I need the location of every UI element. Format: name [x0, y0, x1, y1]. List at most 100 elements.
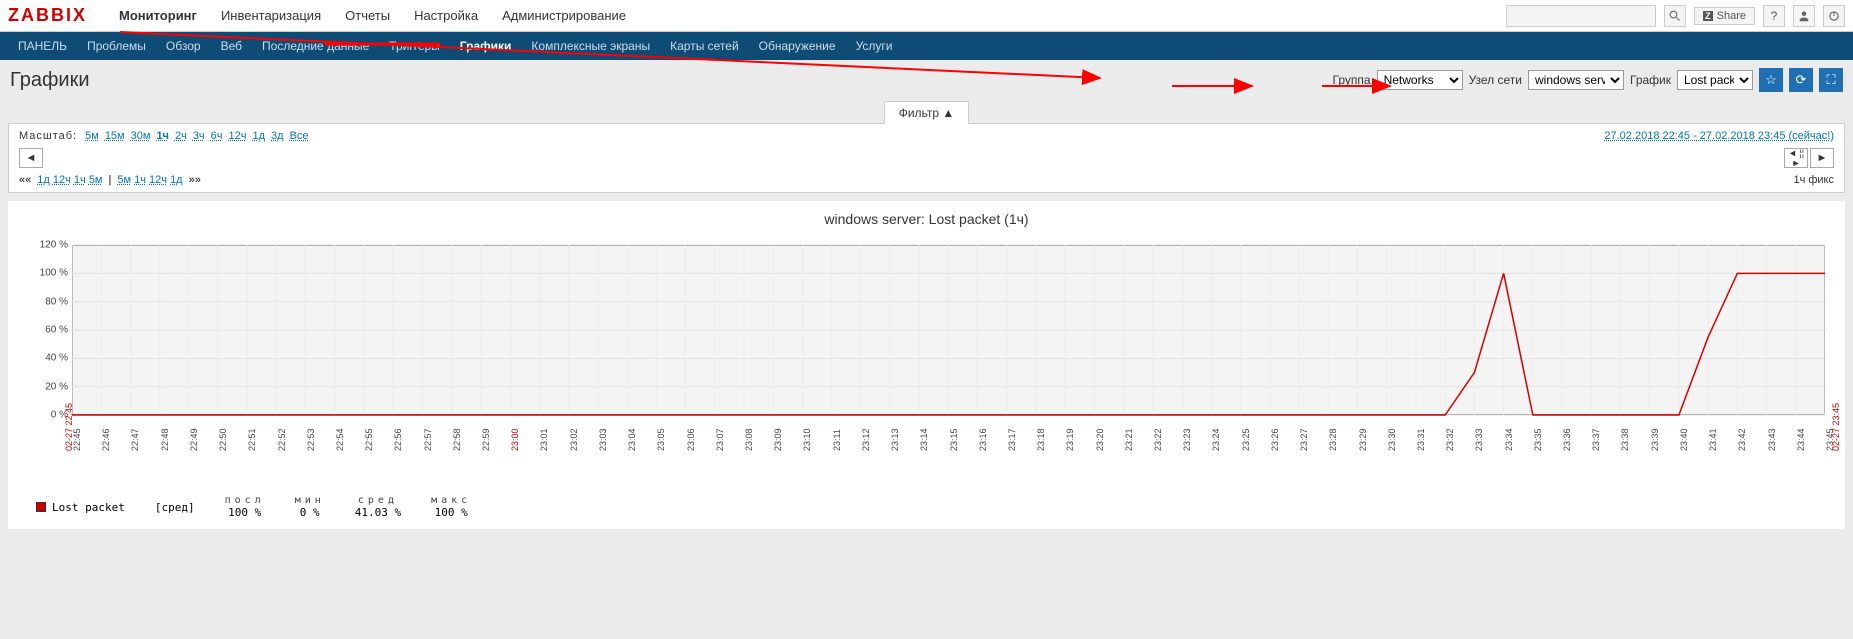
- x-tick-label: 23:39: [1650, 428, 1660, 451]
- scale-link[interactable]: 3д: [271, 130, 284, 142]
- share-button[interactable]: Z Share: [1694, 7, 1755, 25]
- subnav-item[interactable]: Обнаружение: [749, 33, 846, 59]
- scale-label: Масштаб:: [19, 130, 77, 142]
- help-icon[interactable]: ?: [1763, 5, 1785, 27]
- logout-icon[interactable]: [1823, 5, 1845, 27]
- x-tick-label: 23:09: [773, 428, 783, 451]
- x-tick-label: 23:08: [744, 428, 754, 451]
- subnav-item[interactable]: Веб: [211, 33, 252, 59]
- search-icon[interactable]: [1664, 5, 1686, 27]
- x-tick-label: 23:15: [949, 428, 959, 451]
- timeshift-link[interactable]: 1ч: [74, 174, 86, 186]
- favorite-button[interactable]: ☆: [1759, 68, 1783, 92]
- x-tick-label: 23:23: [1182, 428, 1192, 451]
- x-tick-label: 23:18: [1036, 428, 1046, 451]
- legend-col: посл100 %: [225, 495, 265, 519]
- topnav-item[interactable]: Администрирование: [490, 0, 638, 31]
- x-tick-label: 22:49: [189, 428, 199, 451]
- x-tick-label: 22:58: [452, 428, 462, 451]
- subnav-item[interactable]: Обзор: [156, 33, 211, 59]
- timeshift-link[interactable]: 5м: [117, 174, 131, 186]
- scale-link[interactable]: 30м: [131, 130, 151, 142]
- y-tick-label: 60 %: [28, 325, 68, 336]
- x-tick-label: 23:13: [890, 428, 900, 451]
- legend: Lost packet [сред] посл100 %мин0 %сред41…: [36, 495, 1831, 519]
- x-tick-label: 23:29: [1358, 428, 1368, 451]
- group-select[interactable]: Networks: [1377, 70, 1463, 90]
- timeshift-link[interactable]: 1ч: [134, 174, 146, 186]
- chart-title: windows server: Lost packet (1ч): [22, 211, 1831, 227]
- x-tick-label: 23:12: [861, 428, 871, 451]
- topnav-items: МониторингИнвентаризацияОтчетыНастройкаА…: [107, 0, 638, 31]
- time-shift-row: «« 1д 12ч 1ч 5м | 5м 1ч 12ч 1д »» 1ч фик…: [19, 174, 1834, 186]
- time-next-button[interactable]: ►: [1810, 148, 1834, 168]
- subnav-item[interactable]: Триггеры: [379, 33, 450, 59]
- chart-wrap: windows server: Lost packet (1ч) 0 %20 %…: [8, 201, 1845, 529]
- x-tick-label: 22:47: [130, 428, 140, 451]
- page-header: Графики Группа Networks Узел сети window…: [0, 60, 1853, 100]
- subnav-item[interactable]: Услуги: [846, 33, 903, 59]
- timeshift-link[interactable]: 1д: [37, 174, 50, 186]
- y-tick-label: 0 %: [28, 410, 68, 421]
- x-tick-label: 23:07: [715, 428, 725, 451]
- subnav-item[interactable]: Карты сетей: [660, 33, 749, 59]
- timeshift-link[interactable]: 1д: [170, 174, 183, 186]
- time-range[interactable]: 27.02.2018 22:45 - 27.02.2018 23:45 (сей…: [1604, 130, 1834, 142]
- scale-link[interactable]: 1ч: [156, 130, 169, 142]
- timeshift-link[interactable]: 5м: [89, 174, 103, 186]
- x-tick-label: 23:00: [510, 428, 520, 451]
- x-tick-label: 23:03: [598, 428, 608, 451]
- scale-link[interactable]: 15м: [105, 130, 125, 142]
- timeshift-link[interactable]: 12ч: [149, 174, 167, 186]
- x-tick-label: 23:36: [1562, 428, 1572, 451]
- logo[interactable]: ZABBIX: [8, 5, 87, 26]
- time-zoom-out-button[interactable]: ◄ ¦¦ ►: [1784, 148, 1808, 168]
- x-tick-label: 23:16: [978, 428, 988, 451]
- x-tick-label: 23:04: [627, 428, 637, 451]
- scale-link[interactable]: 2ч: [175, 130, 187, 142]
- x-tick-label: 23:10: [802, 428, 812, 451]
- x-tick-label: 23:37: [1591, 428, 1601, 451]
- x-tick-label: 23:35: [1533, 428, 1543, 451]
- sub-nav: ПАНЕЛЬПроблемыОбзорВебПоследние данныеТр…: [0, 32, 1853, 60]
- graph-select[interactable]: Lost packet: [1677, 70, 1753, 90]
- scale-link[interactable]: 5м: [85, 130, 99, 142]
- scale-link[interactable]: 6ч: [211, 130, 223, 142]
- user-icon[interactable]: [1793, 5, 1815, 27]
- subnav-item[interactable]: Проблемы: [77, 33, 156, 59]
- scale-link[interactable]: Все: [290, 130, 309, 142]
- page-title: Графики: [10, 69, 90, 92]
- topnav-item[interactable]: Отчеты: [333, 0, 402, 31]
- topnav-item[interactable]: Мониторинг: [107, 0, 209, 31]
- group-label: Группа: [1333, 73, 1371, 87]
- host-label: Узел сети: [1469, 73, 1522, 87]
- refresh-button[interactable]: ⟳: [1789, 68, 1813, 92]
- shift-left-sym: ««: [19, 174, 31, 186]
- x-tick-label: 23:25: [1241, 428, 1251, 451]
- x-tick-label: 23:34: [1504, 428, 1514, 451]
- x-tick-label: 23:22: [1153, 428, 1163, 451]
- legend-swatch: [36, 502, 46, 512]
- x-tick-label: 22:55: [364, 428, 374, 451]
- host-select[interactable]: windows server: [1528, 70, 1624, 90]
- plot-background: [72, 245, 1825, 415]
- scale-link[interactable]: 12ч: [229, 130, 247, 142]
- topnav-item[interactable]: Настройка: [402, 0, 490, 31]
- filter-toggle[interactable]: Фильтр ▲: [884, 101, 970, 124]
- time-prev-button[interactable]: ◄: [19, 148, 43, 168]
- x-tick-label: 23:11: [832, 429, 842, 451]
- timeshift-link[interactable]: 12ч: [53, 174, 71, 186]
- scale-link[interactable]: 1д: [253, 130, 266, 142]
- legend-series: Lost packet: [52, 501, 125, 514]
- x-tick-label: 23:14: [919, 428, 929, 451]
- subnav-item[interactable]: Комплексные экраны: [521, 33, 660, 59]
- subnav-item[interactable]: ПАНЕЛЬ: [8, 33, 77, 59]
- fullscreen-button[interactable]: ⛶: [1819, 68, 1843, 92]
- scale-link[interactable]: 3ч: [193, 130, 205, 142]
- x-axis-labels: 02-27 22:4522:4522:4622:4722:4822:4922:5…: [72, 435, 1825, 485]
- subnav-item[interactable]: Графики: [450, 33, 522, 59]
- x-tick-label: 23:38: [1620, 428, 1630, 451]
- search-input[interactable]: [1506, 5, 1656, 27]
- subnav-item[interactable]: Последние данные: [252, 33, 379, 59]
- topnav-item[interactable]: Инвентаризация: [209, 0, 333, 31]
